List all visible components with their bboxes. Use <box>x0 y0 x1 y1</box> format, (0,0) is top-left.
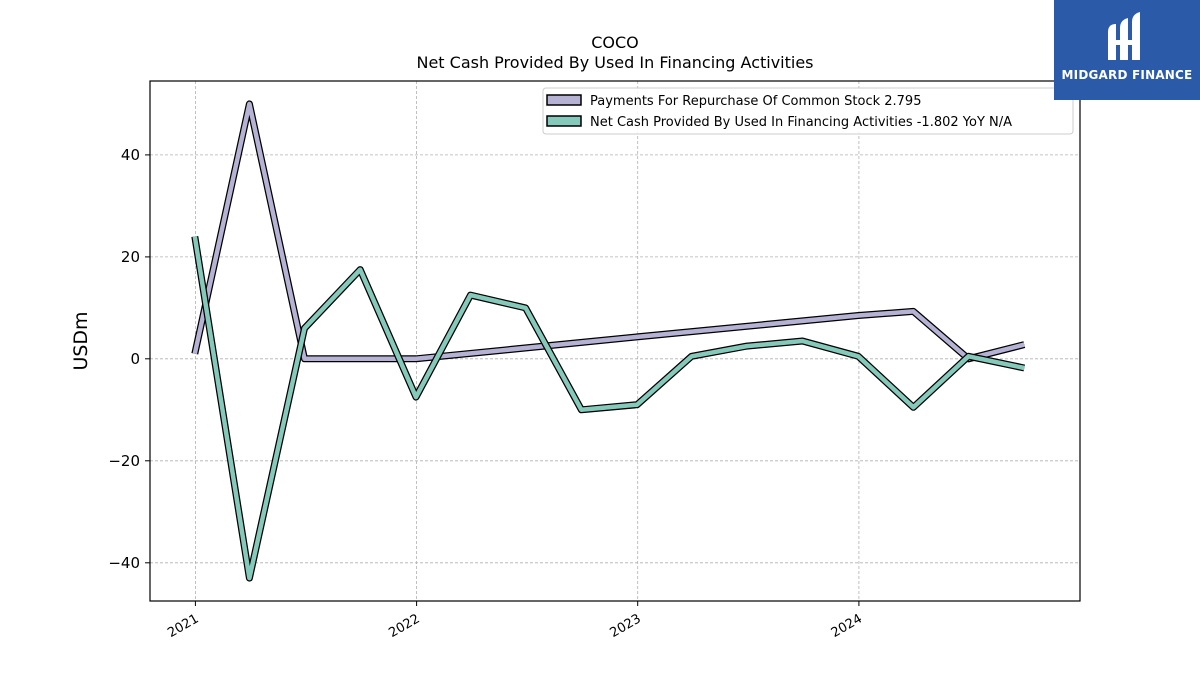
series-repurchase <box>191 100 1026 363</box>
x-tick-label: 2021 <box>165 611 201 641</box>
y-tick-label: 40 <box>121 146 140 164</box>
series-layer <box>191 100 1026 582</box>
midgard-finance-logo: MIDGARD FINANCE <box>1054 0 1200 100</box>
y-axis: −40 −20 0 20 40 <box>108 146 150 572</box>
midgard-mark-icon <box>1108 12 1140 60</box>
x-tick-label: 2024 <box>829 611 865 641</box>
series-financing <box>191 235 1026 582</box>
plot-frame <box>149 80 1081 602</box>
x-tick-label: 2023 <box>608 611 644 641</box>
legend-swatch-financing <box>546 115 582 127</box>
y-tick-label: −20 <box>108 452 140 470</box>
legend-frame <box>542 87 1074 135</box>
y-axis-label: USDm <box>70 311 92 370</box>
chart-title: COCO <box>591 33 639 52</box>
logo-text: MIDGARD FINANCE <box>1061 68 1193 82</box>
legend-swatch-repurchase <box>546 94 582 106</box>
x-tick-label: 2022 <box>386 611 422 641</box>
x-axis: 2021 2022 2023 2024 <box>165 601 865 641</box>
series-line-outline <box>191 100 1026 363</box>
y-tick-label: 0 <box>130 350 140 368</box>
y-tick-label: −40 <box>108 554 140 572</box>
series-line <box>192 101 1025 362</box>
y-tick-label: 20 <box>121 248 140 266</box>
legend-entry-repurchase: Payments For Repurchase Of Common Stock … <box>590 94 921 109</box>
legend-entry-financing: Net Cash Provided By Used In Financing A… <box>590 115 1012 130</box>
series-line <box>192 236 1025 581</box>
chart-subtitle: Net Cash Provided By Used In Financing A… <box>416 53 813 72</box>
legend: Payments For Repurchase Of Common Stock … <box>542 87 1074 135</box>
